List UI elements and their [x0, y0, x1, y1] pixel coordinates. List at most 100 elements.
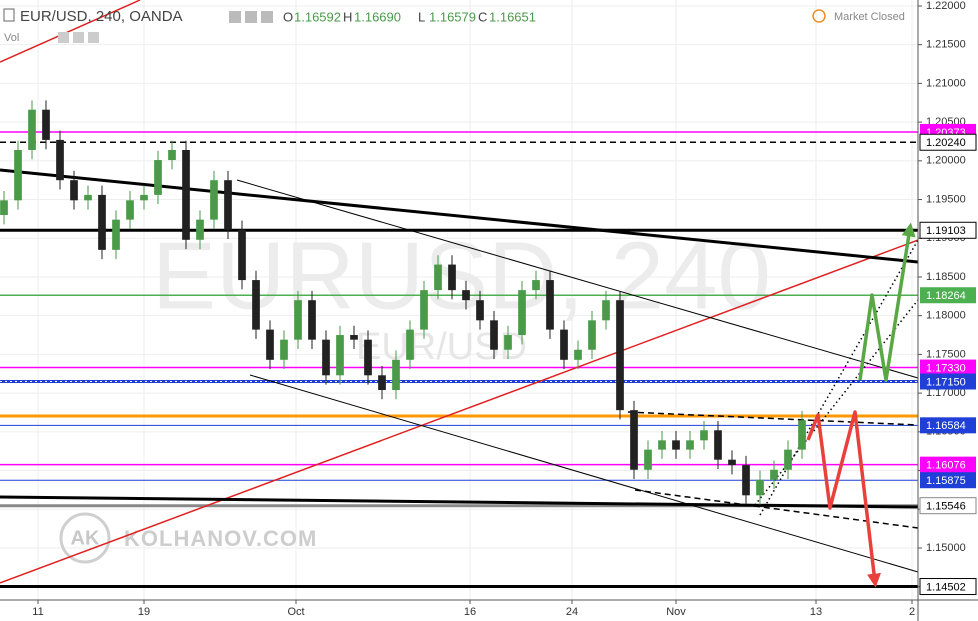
level-label: 1.16584 [926, 420, 966, 432]
candle-body [728, 459, 736, 466]
y-tick-label: 1.20000 [926, 155, 966, 167]
ohlc-value: 1.16651 [489, 9, 536, 24]
level-label-box [920, 373, 976, 390]
icon[interactable] [73, 32, 84, 43]
candle-body [658, 440, 666, 450]
icon[interactable] [245, 11, 257, 23]
candle-body [630, 410, 638, 470]
axis-layer: 1.220001.215001.210001.205001.200001.195… [32, 0, 977, 618]
candle-body [196, 219, 204, 240]
level-label: 1.14502 [926, 581, 966, 593]
x-tick-label: Oct [287, 606, 304, 618]
ohlc-key: H [343, 9, 352, 24]
x-tick-label: Nov [666, 606, 686, 618]
candle-body [336, 335, 344, 376]
icon[interactable] [229, 11, 241, 23]
ohlc-key: O [283, 9, 293, 24]
x-tick-label: 19 [138, 606, 150, 618]
x-tick-label: 16 [464, 606, 476, 618]
candle-body [420, 290, 428, 330]
candle-body [266, 329, 274, 360]
level-label-box [919, 497, 977, 515]
status: Market Closed [834, 11, 905, 23]
header: EUR/USD, 240, OANDA Vol Market Closed O 1… [3, 8, 905, 44]
forecast-path [806, 410, 881, 588]
candle-body [784, 449, 792, 470]
level-label-box [919, 221, 977, 239]
candle-body [140, 194, 148, 201]
candle-body [308, 300, 316, 340]
candle-body [182, 149, 190, 240]
indicator: Vol [4, 32, 19, 44]
logo-text: AK [71, 527, 100, 549]
icon[interactable] [58, 32, 69, 43]
symbol: EUR/USD, 240, OANDA [20, 8, 183, 25]
candle-body [700, 430, 708, 441]
candle-body [280, 339, 288, 360]
drawing-layer [0, 0, 919, 589]
x-tick-label: 13 [810, 606, 822, 618]
level-label-box [920, 456, 976, 473]
candle-body [532, 280, 540, 291]
candle-body [616, 300, 624, 411]
candle-body [476, 300, 484, 321]
trendline [754, 299, 919, 506]
level-label-box [920, 417, 976, 434]
logo-ring [59, 512, 111, 564]
candle-body [98, 194, 106, 250]
y-tick-label: 1.15000 [926, 542, 966, 554]
brand: KOLHANOV.COM [124, 526, 317, 551]
x-tick-label: 11 [32, 606, 43, 618]
level-label-box [919, 578, 977, 596]
trendline [634, 489, 919, 529]
candle-body [322, 339, 330, 376]
candle-body [672, 440, 680, 450]
candle-body [378, 375, 386, 391]
x-tick-label: 2 [909, 606, 915, 618]
menu-icon[interactable] [3, 8, 15, 22]
icon[interactable] [88, 32, 99, 43]
y-tick-label: 1.19500 [926, 193, 966, 205]
candle-body [126, 200, 134, 220]
level-label: 1.19103 [926, 225, 966, 237]
trendline [759, 239, 919, 516]
candle-body [448, 264, 456, 291]
level-label-box [920, 472, 976, 489]
forecast-layer [806, 222, 916, 588]
level-label: 1.16076 [926, 460, 966, 472]
candle-body [462, 290, 470, 301]
candle-body [238, 229, 246, 281]
y-tick-label: 1.21000 [926, 77, 966, 89]
candle-body [742, 465, 750, 496]
trendline [627, 411, 919, 426]
level-label: 1.15546 [926, 501, 966, 513]
trendline [0, 239, 919, 584]
candle-body [756, 479, 764, 496]
candle-body [168, 149, 176, 161]
candle-body [574, 349, 582, 360]
candle-body [602, 300, 610, 321]
level-label-box [919, 133, 977, 151]
candle-body [42, 109, 50, 140]
candle-body [84, 194, 92, 201]
icon[interactable] [261, 11, 273, 23]
candle-body [224, 180, 232, 230]
candle-body [504, 335, 512, 350]
candle-layer [0, 100, 806, 505]
trendline [236, 179, 919, 379]
candle-body [560, 329, 568, 360]
y-tick-label: 1.17500 [926, 348, 966, 360]
trendline [0, 0, 141, 63]
candle-body [518, 290, 526, 336]
ohlc-key: C [478, 9, 487, 24]
level-label-box [920, 359, 976, 376]
watermark-layer: EURUSD, 240 EUR/USD AK KOLHANOV.COM [59, 222, 771, 564]
candle-body [14, 149, 22, 201]
candle-body [350, 335, 358, 340]
x-tick-label: 24 [566, 606, 578, 618]
candle-body [588, 320, 596, 350]
candle-body [392, 359, 400, 391]
candle-body [70, 180, 78, 201]
candle-body [434, 264, 442, 291]
